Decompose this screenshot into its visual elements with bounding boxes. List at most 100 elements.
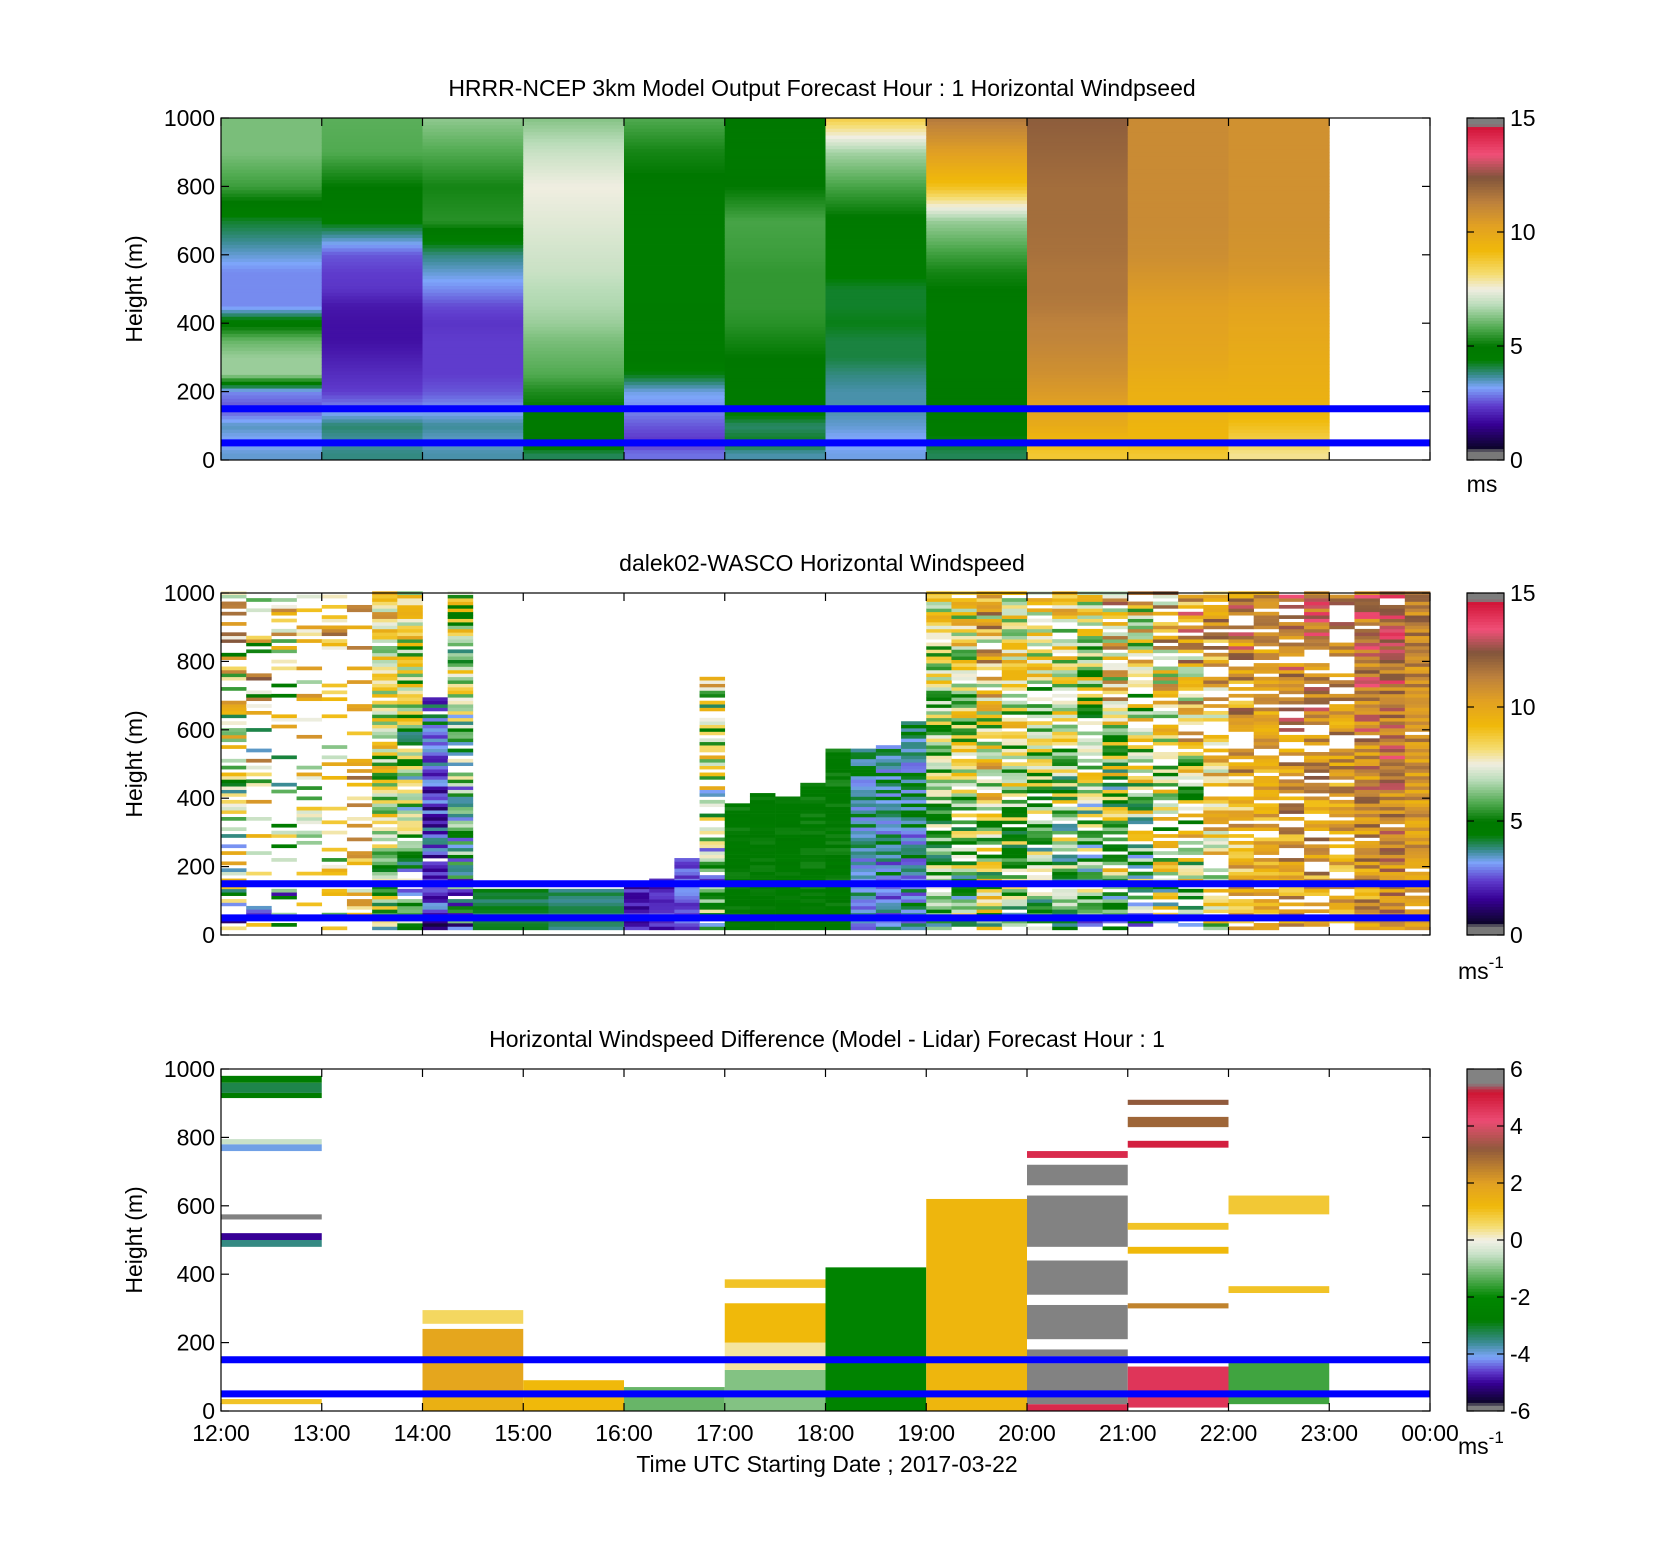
colorbar-swatch xyxy=(1467,1177,1504,1181)
colorbar-swatch xyxy=(1467,1345,1504,1349)
heatmap-cell xyxy=(1027,333,1129,338)
heatmap-cell xyxy=(1027,289,1129,293)
heatmap-cell xyxy=(1379,690,1406,695)
heatmap-cell xyxy=(1027,159,1129,163)
heatmap-cell xyxy=(1077,683,1103,688)
heatmap-cell xyxy=(976,714,1003,719)
heatmap-cell xyxy=(1379,625,1406,630)
heatmap-cell xyxy=(1379,693,1406,698)
heatmap-cell xyxy=(875,851,902,855)
heatmap-cell xyxy=(749,793,776,797)
heatmap-cell xyxy=(321,230,423,235)
heatmap-cell xyxy=(1178,820,1204,825)
heatmap-cell xyxy=(447,793,474,797)
heatmap-cell xyxy=(372,871,398,876)
heatmap-cell xyxy=(951,793,977,797)
heatmap-cell xyxy=(296,717,323,722)
heatmap-cell xyxy=(1027,141,1129,146)
heatmap-cell xyxy=(724,217,826,221)
heatmap-cell xyxy=(397,632,423,637)
heatmap-cell xyxy=(1178,697,1204,702)
heatmap-cell xyxy=(624,377,726,382)
heatmap-cell xyxy=(825,758,851,763)
heatmap-cell xyxy=(1052,618,1078,623)
heatmap-cell xyxy=(1127,453,1229,457)
heatmap-cell xyxy=(1304,639,1330,643)
heatmap-cell xyxy=(1278,734,1305,739)
y-tick-label: 800 xyxy=(177,1124,215,1150)
heatmap-cell xyxy=(1203,676,1229,681)
heatmap-cell xyxy=(321,206,423,211)
heatmap-cell xyxy=(850,758,877,763)
heatmap-cell xyxy=(724,371,826,375)
heatmap-cell xyxy=(372,851,398,855)
heatmap-cell xyxy=(221,779,247,784)
heatmap-cell xyxy=(321,398,423,403)
heatmap-cell xyxy=(724,347,826,351)
colorbar-swatch xyxy=(1467,1268,1504,1272)
heatmap-cell xyxy=(1228,128,1330,133)
heatmap-cell xyxy=(926,803,952,808)
heatmap-cell xyxy=(221,353,323,358)
heatmap-cell xyxy=(976,823,1003,828)
heatmap-cell xyxy=(346,888,373,893)
heatmap-cell xyxy=(397,851,423,855)
heatmap-cell xyxy=(825,213,927,218)
colorbar-swatch xyxy=(1467,815,1504,819)
heatmap-cell xyxy=(951,635,977,640)
heatmap-cell xyxy=(397,717,423,722)
heatmap-cell xyxy=(397,642,423,647)
heatmap-cell xyxy=(624,193,726,198)
heatmap-cell xyxy=(926,779,952,784)
heatmap-cell xyxy=(875,923,902,927)
heatmap-cell xyxy=(926,765,952,770)
heatmap-cell xyxy=(724,292,826,297)
heatmap-cell xyxy=(1203,639,1229,643)
heatmap-cell xyxy=(1178,875,1204,879)
heatmap-cell xyxy=(1127,128,1229,133)
heatmap-cell xyxy=(1077,782,1103,787)
heatmap-cell xyxy=(951,625,977,630)
heatmap-cell xyxy=(1127,436,1229,440)
heatmap-cell xyxy=(1203,652,1229,657)
colorbar-swatch xyxy=(1467,1379,1504,1383)
heatmap-cell xyxy=(271,844,297,849)
heatmap-cell xyxy=(321,165,423,170)
heatmap-cell xyxy=(321,374,423,379)
heatmap-cell xyxy=(221,169,323,174)
heatmap-cell xyxy=(951,639,977,643)
heatmap-cell xyxy=(1379,666,1406,671)
heatmap-cell xyxy=(221,377,323,382)
heatmap-cell xyxy=(724,837,751,842)
heatmap-cell xyxy=(422,909,448,914)
heatmap-cell xyxy=(624,271,726,276)
heatmap-cell xyxy=(1253,871,1280,876)
heatmap-cell xyxy=(775,902,801,907)
heatmap-cell xyxy=(1354,693,1380,698)
heatmap-cell xyxy=(221,247,323,252)
heatmap-cell xyxy=(1203,847,1229,852)
heatmap-cell xyxy=(825,830,851,835)
heatmap-cell xyxy=(1052,758,1078,763)
heatmap-cell xyxy=(1278,803,1305,808)
heatmap-cell xyxy=(1329,861,1355,866)
colorbar-swatch xyxy=(1467,695,1504,699)
heatmap-cell xyxy=(1027,165,1129,170)
colorbar-swatch xyxy=(1467,348,1504,353)
heatmap-cell xyxy=(1379,840,1406,845)
heatmap-cell xyxy=(1127,179,1229,184)
heatmap-cell xyxy=(951,840,977,845)
colorbar-swatch xyxy=(1467,635,1504,640)
heatmap-cell xyxy=(523,138,625,143)
heatmap-cell xyxy=(1253,642,1280,647)
heatmap-cell xyxy=(901,847,927,852)
heatmap-cell xyxy=(372,717,398,722)
heatmap-cell xyxy=(724,806,751,811)
heatmap-cell xyxy=(1228,854,1254,859)
heatmap-cell xyxy=(422,789,448,794)
colorbar-swatch xyxy=(1467,405,1504,410)
heatmap-cell xyxy=(926,673,952,678)
colorbar-swatch xyxy=(1467,698,1504,702)
heatmap-cell xyxy=(825,350,927,355)
heatmap-cell xyxy=(1178,796,1204,801)
